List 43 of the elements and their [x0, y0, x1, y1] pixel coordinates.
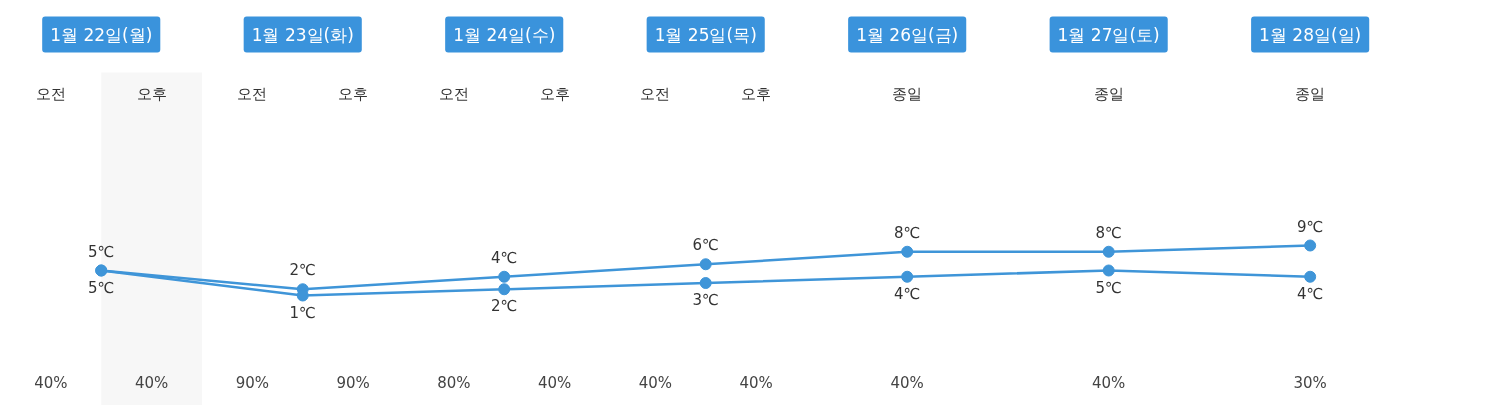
data-label: 2℃	[289, 261, 316, 280]
text: 오전	[640, 84, 671, 103]
data-label: 4℃	[1296, 284, 1324, 303]
text: 40%	[890, 373, 924, 392]
text: 40%	[739, 373, 773, 392]
text: 40%	[1092, 373, 1126, 392]
text: 오후	[741, 84, 772, 103]
text: 40%	[638, 373, 672, 392]
x-tick-label: 1월 28일(일)	[1259, 24, 1362, 45]
text: 오후	[136, 84, 167, 103]
data-label: 3℃	[692, 291, 719, 309]
text: 종일	[892, 84, 923, 103]
data-label: 5℃	[88, 278, 115, 297]
data-label: 9℃	[1296, 217, 1324, 236]
text: 종일	[1093, 84, 1124, 103]
text: 90%	[235, 373, 270, 392]
data-label: 4℃	[893, 284, 921, 303]
x-tick-label: 1월 26일(금)	[856, 24, 959, 45]
text: 종일	[1295, 84, 1326, 103]
data-label: 6℃	[692, 236, 719, 255]
text: 40%	[537, 373, 572, 392]
data-label: 2℃	[491, 297, 518, 316]
data-label: 4℃	[491, 248, 518, 267]
x-tick-label: 1월 27일(토)	[1057, 24, 1160, 45]
x-tick-label: 1월 24일(수)	[453, 24, 556, 45]
text: 오후	[539, 84, 570, 103]
text: 40%	[134, 373, 169, 392]
data-label: 1℃	[289, 303, 316, 322]
text: 오전	[35, 84, 66, 103]
data-label: 5℃	[88, 242, 115, 261]
data-label: 8℃	[893, 223, 921, 242]
text: 80%	[437, 373, 471, 392]
text: 오전	[237, 84, 268, 103]
x-tick-label: 1월 25일(목)	[654, 24, 757, 45]
text: 오전	[438, 84, 469, 103]
text: 40%	[34, 373, 68, 392]
data-label: 5℃	[1095, 278, 1122, 297]
text: 30%	[1293, 373, 1327, 392]
data-label: 8℃	[1095, 223, 1122, 242]
text: 오후	[338, 84, 369, 103]
x-tick-label: 1월 22일(월)	[50, 24, 153, 45]
x-tick-label: 1월 23일(화)	[251, 24, 354, 45]
text: 90%	[336, 373, 370, 392]
